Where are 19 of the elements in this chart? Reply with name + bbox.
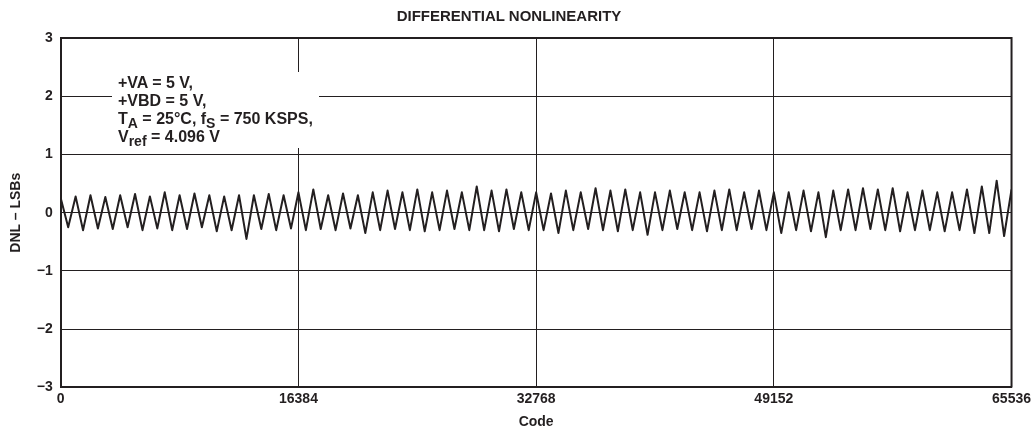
y-tick-label: 1 bbox=[44, 145, 53, 162]
y-tick-label: −2 bbox=[36, 320, 53, 337]
x-tick-label: 0 bbox=[56, 389, 65, 406]
x-tick-label: 49152 bbox=[754, 389, 794, 406]
x-axis-title: Code bbox=[518, 413, 554, 430]
y-tick-label: −1 bbox=[36, 261, 53, 278]
annotation: +VA = 5 V, bbox=[118, 74, 194, 92]
x-tick-label: 32768 bbox=[516, 389, 556, 406]
y-tick-label: 0 bbox=[44, 203, 53, 220]
annotation: V$_{ref}$ = 4.096 V bbox=[118, 128, 220, 149]
chart-title: DIFFERENTIAL NONLINEARITY bbox=[396, 7, 622, 25]
y-axis-title: DNL – LSBs bbox=[7, 172, 24, 253]
y-tick-label: 2 bbox=[44, 87, 53, 104]
annotation: +VBD = 5 V, bbox=[118, 92, 208, 110]
y-tick-label: −3 bbox=[36, 378, 53, 395]
annotation: T$_{A}$ = 25°C, f$_{S}$ = 750 KSPS, bbox=[118, 110, 313, 131]
y-tick-label: 3 bbox=[44, 28, 53, 45]
x-tick-label: 16384 bbox=[278, 389, 319, 406]
x-tick-label: 65536 bbox=[992, 389, 1032, 406]
